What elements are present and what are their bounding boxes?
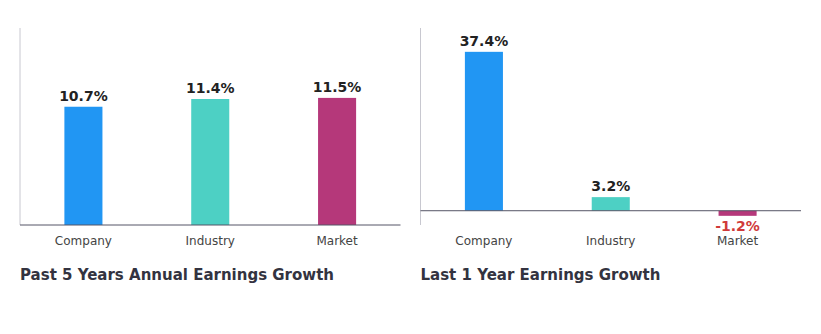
data-label: 11.5% <box>313 79 362 95</box>
chart-panel: 10.7% 11.4% 11.5% Company Industry Market Past… <box>20 28 401 284</box>
category-label: Industry <box>586 234 635 248</box>
baseline <box>20 225 401 226</box>
data-label: 37.4% <box>460 33 509 49</box>
bar <box>191 99 229 225</box>
data-label: 10.7% <box>59 88 108 104</box>
data-label: 3.2% <box>591 178 630 194</box>
bar <box>592 197 630 211</box>
bars <box>465 52 757 216</box>
category-label: Market <box>717 234 759 248</box>
data-label: -1.2% <box>715 218 760 234</box>
category-label: Industry <box>186 234 235 248</box>
chart-panel: 37.4% 3.2% -1.2% Company Industry Market Last … <box>421 28 802 284</box>
baseline <box>421 210 802 211</box>
category-label: Company <box>55 234 112 248</box>
bar <box>465 52 503 211</box>
category-label: Market <box>316 234 358 248</box>
data-label: 11.4% <box>186 80 235 96</box>
chart-root: 10.7% 11.4% 11.5% Company Industry Market Past… <box>0 0 821 334</box>
y-axis-line <box>20 28 21 225</box>
chart-svg: 10.7% 11.4% 11.5% Company Industry Market Past… <box>0 0 821 334</box>
category-label: Company <box>455 234 512 248</box>
bars <box>64 98 356 225</box>
bar <box>64 107 102 225</box>
bar <box>318 98 356 225</box>
bar <box>719 211 757 216</box>
chart-title: Last 1 Year Earnings Growth <box>421 266 661 284</box>
chart-title: Past 5 Years Annual Earnings Growth <box>20 266 334 284</box>
y-axis-line <box>420 28 421 225</box>
